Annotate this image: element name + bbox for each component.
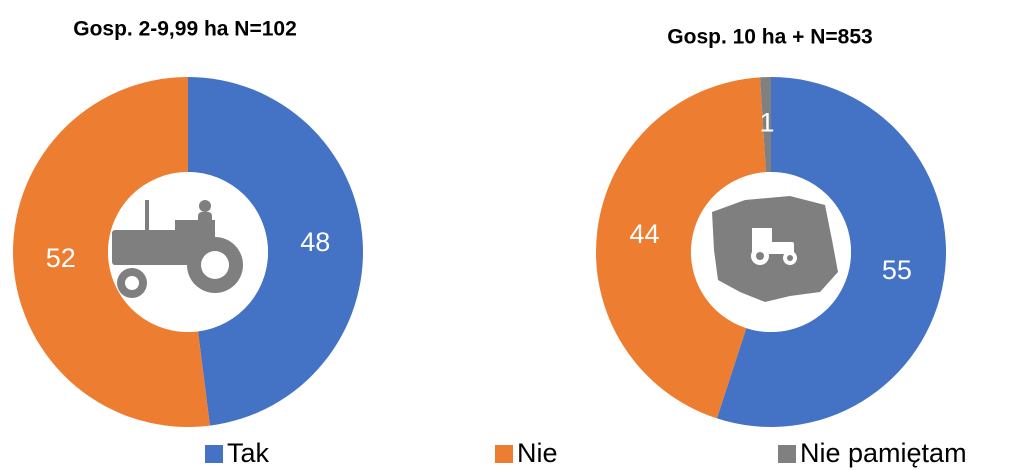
legend-label: Nie pamiętam (800, 438, 967, 468)
tractor-wheels (125, 251, 229, 290)
legend-swatch (495, 445, 513, 463)
chart-title: Gosp. 10 ha + N=853 (667, 26, 872, 49)
donut-slice (760, 77, 771, 173)
legend-swatch (205, 445, 223, 463)
legend-label: Tak (227, 438, 270, 468)
legend-swatch (778, 445, 796, 463)
icons (112, 196, 838, 302)
legend-label: Nie (517, 438, 558, 468)
data-label: 52 (46, 243, 76, 273)
map-tractor-hubs (756, 252, 793, 261)
chart-title: Gosp. 2-9,99 ha N=102 (73, 18, 297, 41)
donut-slice (188, 77, 364, 426)
donut-slice (716, 77, 946, 427)
donut-slice (13, 77, 210, 427)
data-label: 1 (759, 108, 774, 138)
data-label: 44 (629, 219, 659, 249)
donut-slice (596, 77, 766, 419)
data-label: 55 (882, 255, 912, 285)
tractor-icon (112, 200, 243, 298)
data-label: 48 (300, 227, 330, 257)
